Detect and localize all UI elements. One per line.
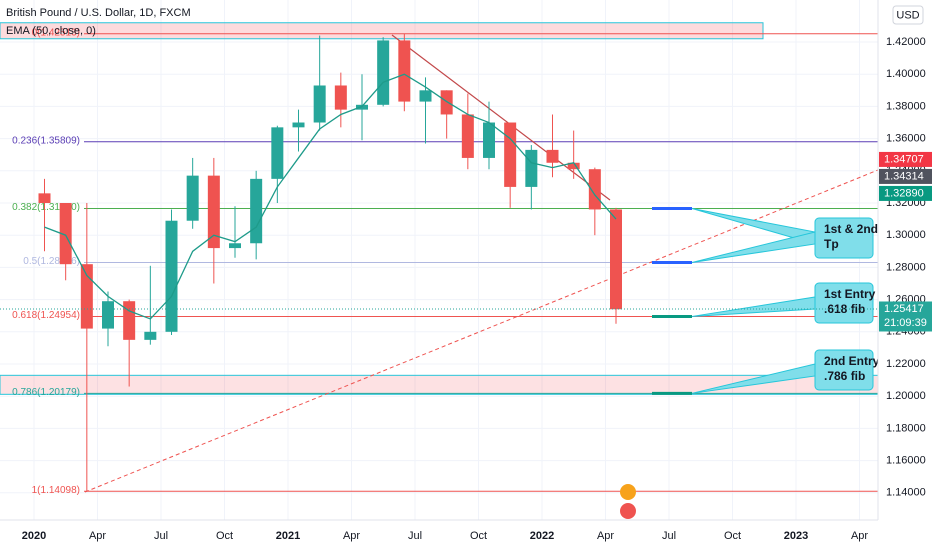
- price-tag-label: 1.25417: [884, 303, 924, 315]
- callout-text: 2nd Entry: [824, 354, 880, 368]
- x-tick-label: Oct: [216, 530, 233, 542]
- candle-body: [461, 114, 474, 158]
- fib-label: 0.5(1.28306): [23, 256, 80, 267]
- x-tick-label: 2022: [530, 530, 554, 542]
- callout-text: .618 fib: [824, 302, 865, 316]
- candle-body: [186, 175, 199, 221]
- candle-body: [292, 122, 305, 128]
- price-tag: [879, 168, 932, 184]
- callout-box: [814, 282, 874, 324]
- y-tick-label: 1.20000: [886, 390, 926, 402]
- x-tick-label: Jul: [662, 530, 676, 542]
- x-tick-label: 2020: [22, 530, 46, 542]
- candle-body: [313, 85, 326, 123]
- candle-body: [59, 203, 72, 265]
- candle-body: [567, 162, 580, 170]
- candle-body: [504, 122, 517, 187]
- event-icon[interactable]: [620, 484, 636, 500]
- fib-label: 0.618(1.24954): [12, 310, 80, 321]
- price-tag-label: 1.34707: [884, 153, 924, 165]
- candle-body: [334, 85, 347, 110]
- price-tag: [879, 151, 932, 167]
- price-tag-label: 1.32890: [884, 187, 924, 199]
- ema-line: [44, 73, 617, 320]
- x-tick-label: Apr: [597, 530, 614, 542]
- candle-body: [398, 40, 411, 102]
- candle-body: [250, 178, 263, 244]
- x-tick-label: 2023: [784, 530, 808, 542]
- y-tick-label: 1.28000: [886, 261, 926, 273]
- candle-body: [38, 193, 51, 204]
- x-tick-label: Oct: [724, 530, 741, 542]
- candle-body: [207, 175, 220, 249]
- candle-body: [483, 122, 495, 158]
- y-tick-label: 1.30000: [886, 229, 926, 241]
- candle-body: [271, 127, 284, 179]
- callout-text: .786 fib: [824, 369, 865, 383]
- candle-body: [229, 243, 241, 249]
- callout-text: Tp: [824, 237, 839, 251]
- currency-button[interactable]: [892, 5, 924, 25]
- x-tick-label: Apr: [89, 530, 106, 542]
- y-tick-label: 1.16000: [886, 455, 926, 467]
- callout-box: [814, 217, 874, 259]
- candle-body: [610, 209, 622, 310]
- y-tick-label: 1.36000: [886, 133, 926, 145]
- candle-body: [546, 149, 559, 163]
- y-axis-panel: [878, 0, 932, 550]
- countdown-label: 21:09:39: [884, 317, 927, 329]
- fib-label: 0.236(1.35809): [12, 135, 80, 146]
- candle-body: [123, 301, 136, 340]
- y-tick-label: 1.38000: [886, 100, 926, 112]
- currency[interactable]: USD: [896, 9, 919, 21]
- candle-body: [419, 90, 432, 102]
- price-tag-label: 1.34314: [884, 170, 924, 182]
- x-tick-label: 2021: [276, 530, 300, 542]
- fib-label: 0(1.42513): [32, 27, 80, 38]
- candle-body: [377, 40, 390, 105]
- callout-box: [814, 349, 874, 391]
- indicator-label: EMA (50, close, 0): [6, 25, 96, 37]
- x-tick-label: Apr: [343, 530, 360, 542]
- x-tick-label: Jul: [154, 530, 168, 542]
- x-tick-label: Apr: [851, 530, 868, 542]
- price-tag: [879, 185, 932, 201]
- y-tick-label: 1.22000: [886, 358, 926, 370]
- candle-body: [165, 220, 178, 332]
- support-trend-line: [84, 169, 879, 493]
- x-tick-label: Oct: [470, 530, 487, 542]
- callout-text: 1st & 2nd: [824, 222, 878, 236]
- y-tick-label: 1.18000: [886, 422, 926, 434]
- callout-text: 1st Entry: [824, 287, 876, 301]
- candle-body: [102, 301, 114, 329]
- chart-title: British Pound / U.S. Dollar, 1D, FXCM: [6, 7, 191, 19]
- candle-body: [440, 90, 453, 115]
- candle-body: [356, 104, 368, 110]
- y-tick-label: 1.42000: [886, 36, 926, 48]
- y-tick-label: 1.40000: [886, 68, 926, 80]
- candle-body: [525, 149, 538, 187]
- fib-label: 0.382(1.31660): [12, 202, 80, 213]
- candle-body: [144, 331, 157, 340]
- candle-body: [588, 169, 601, 210]
- resistance-zone: [0, 22, 764, 40]
- y-tick-label: 1.14000: [886, 487, 926, 499]
- price-tag: [879, 301, 932, 332]
- event-icon[interactable]: [620, 503, 636, 519]
- x-tick-label: Jul: [408, 530, 422, 542]
- fib-label: 0.786(1.20179): [12, 387, 80, 398]
- candle-body: [80, 264, 93, 329]
- fib-label: 1(1.14098): [32, 485, 80, 496]
